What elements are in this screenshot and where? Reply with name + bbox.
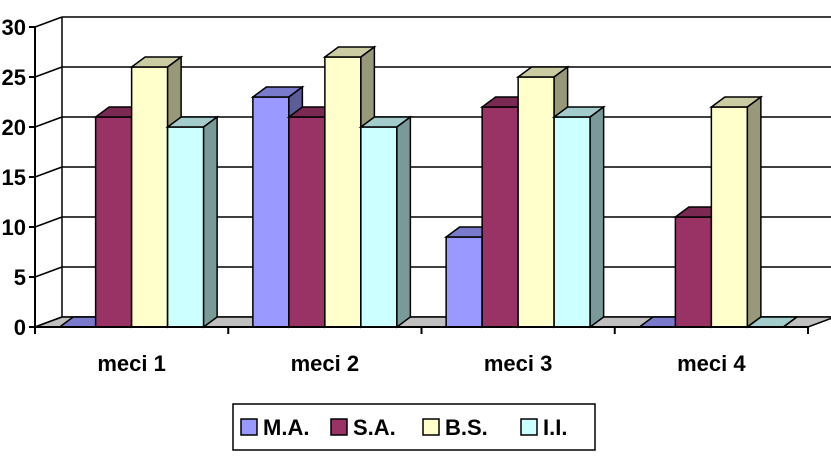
bar-front [517, 76, 555, 328]
y-tick-label: 0 [14, 315, 26, 340]
bar-front [252, 96, 290, 328]
y-tick-labels: 0 5 10 15 20 25 30 [2, 15, 26, 340]
bar [322, 45, 377, 329]
bar-front [710, 106, 749, 328]
bar-side [782, 316, 798, 328]
bar [358, 115, 413, 329]
legend-swatch [330, 418, 348, 436]
side-grid-line [34, 266, 63, 278]
legend: M.A. S.A. B.S. I.I. [232, 403, 596, 451]
bar-front [166, 126, 205, 328]
category-label: meci 1 [97, 351, 166, 376]
y-tick-label: 15 [2, 165, 26, 190]
side-grid-line [34, 216, 63, 228]
bar-front [481, 106, 519, 328]
bar-front [130, 66, 169, 328]
axes [29, 26, 809, 334]
bar [709, 95, 764, 329]
bar [551, 105, 606, 329]
bar-front [94, 116, 133, 328]
bars-group [57, 45, 800, 329]
y-tick-label: 30 [2, 15, 26, 40]
legend-label: S.A. [353, 415, 396, 440]
category-labels: meci 1 meci 2 meci 3 meci 4 [97, 351, 746, 376]
side-grid-line [34, 116, 63, 128]
category-label: meci 4 [677, 351, 746, 376]
legend-swatch [240, 418, 258, 436]
legend-label: I.I. [543, 415, 567, 440]
y-tick-label: 20 [2, 115, 26, 140]
side-grid-line [34, 16, 63, 28]
legend-label: M.A. [263, 415, 309, 440]
bar-front [553, 116, 591, 328]
legend-label: B.S. [445, 415, 488, 440]
bar-side [746, 95, 762, 329]
y-tick-label: 5 [14, 265, 26, 290]
bar-side [396, 115, 412, 329]
bar [165, 115, 220, 329]
bar-side [589, 105, 605, 329]
y-tick-label: 25 [2, 65, 26, 90]
category-label: meci 2 [291, 351, 360, 376]
side-grid-line [34, 66, 63, 78]
bar-front [445, 236, 483, 328]
bar-front [360, 126, 398, 328]
bar-front [324, 56, 362, 328]
bar-front [288, 116, 326, 328]
legend-swatch [422, 418, 440, 436]
y-tick-label: 10 [2, 215, 26, 240]
category-label: meci 3 [484, 351, 553, 376]
legend-swatch [520, 418, 538, 436]
bar-front [674, 216, 713, 328]
side-grid-line [34, 166, 63, 178]
bar-side [202, 115, 218, 329]
